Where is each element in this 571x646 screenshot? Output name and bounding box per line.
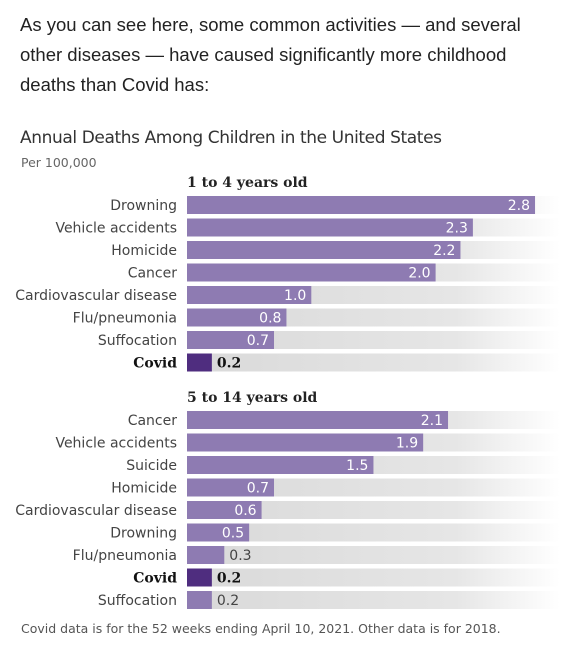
bar-suffocation bbox=[187, 331, 275, 349]
category-label: Suicide bbox=[126, 458, 177, 474]
value-label: 1.5 bbox=[346, 458, 368, 474]
value-label: 0.6 bbox=[234, 503, 256, 519]
bar-covid bbox=[187, 568, 212, 587]
bar-cardiovascular-disease bbox=[187, 286, 312, 304]
value-label: 1.9 bbox=[396, 436, 418, 452]
category-label: Cardiovascular disease bbox=[15, 288, 177, 304]
bar-cancer bbox=[187, 263, 436, 282]
panel-title: 1 to 4 years old bbox=[187, 175, 308, 191]
bar-cardiovascular-disease bbox=[187, 501, 262, 519]
panel-title: 5 to 14 years old bbox=[187, 390, 318, 406]
category-label: Cancer bbox=[128, 413, 178, 429]
bar-drowning bbox=[187, 196, 536, 214]
value-label: 0.5 bbox=[222, 526, 244, 542]
category-label: Drowning bbox=[110, 526, 177, 542]
value-label: 0.2 bbox=[217, 571, 241, 587]
bar-track-homicide bbox=[187, 478, 560, 497]
bar-track-covid bbox=[187, 568, 560, 587]
category-label: Drowning bbox=[110, 198, 177, 214]
bar-vehicle-accidents bbox=[187, 218, 473, 237]
bar-drowning bbox=[187, 523, 250, 542]
bar-track-covid bbox=[187, 353, 560, 372]
bar-vehicle-accidents bbox=[187, 433, 424, 452]
bar-track-cardiovascular-disease bbox=[187, 501, 560, 519]
chart-subtitle: Per 100,000 bbox=[21, 155, 97, 170]
value-label: 0.7 bbox=[247, 481, 269, 497]
value-label: 0.3 bbox=[229, 548, 251, 564]
value-label: 2.3 bbox=[446, 221, 468, 237]
bar-track-flu-pneumonia bbox=[187, 546, 560, 564]
value-label: 1.0 bbox=[284, 288, 306, 304]
bar-suicide bbox=[187, 456, 374, 474]
category-label: Homicide bbox=[111, 243, 177, 259]
bar-suffocation bbox=[187, 591, 212, 609]
category-label: Vehicle accidents bbox=[55, 436, 177, 452]
chart-footnote: Covid data is for the 52 weeks ending Ap… bbox=[21, 621, 501, 636]
category-label: Homicide bbox=[111, 481, 177, 497]
category-label: Cardiovascular disease bbox=[15, 503, 177, 519]
category-label: Covid bbox=[133, 356, 177, 372]
value-label: 0.2 bbox=[217, 356, 241, 372]
bar-flu-pneumonia bbox=[187, 308, 287, 327]
bar-cancer bbox=[187, 411, 449, 429]
category-label: Cancer bbox=[128, 266, 178, 282]
chart-title: Annual Deaths Among Children in the Unit… bbox=[20, 128, 442, 148]
category-label: Flu/pneumonia bbox=[73, 548, 177, 564]
bar-track-drowning bbox=[187, 523, 560, 542]
value-label: 2.1 bbox=[421, 413, 443, 429]
value-label: 2.0 bbox=[408, 266, 430, 282]
bar-track-suffocation bbox=[187, 591, 560, 609]
bar-homicide bbox=[187, 241, 461, 259]
value-label: 2.2 bbox=[433, 243, 455, 259]
bar-covid bbox=[187, 353, 212, 372]
value-label: 2.8 bbox=[508, 198, 530, 214]
category-label: Covid bbox=[133, 571, 177, 587]
bar-homicide bbox=[187, 478, 275, 497]
bar-flu-pneumonia bbox=[187, 546, 225, 564]
bar-track-suffocation bbox=[187, 331, 560, 349]
intro-paragraph: As you can see here, some common activit… bbox=[20, 14, 521, 95]
value-label: 0.7 bbox=[247, 333, 269, 349]
category-label: Vehicle accidents bbox=[55, 221, 177, 237]
category-label: Suffocation bbox=[98, 333, 177, 349]
category-label: Suffocation bbox=[98, 593, 177, 609]
category-label: Flu/pneumonia bbox=[73, 311, 177, 327]
value-label: 0.8 bbox=[259, 311, 281, 327]
value-label: 0.2 bbox=[217, 593, 239, 609]
